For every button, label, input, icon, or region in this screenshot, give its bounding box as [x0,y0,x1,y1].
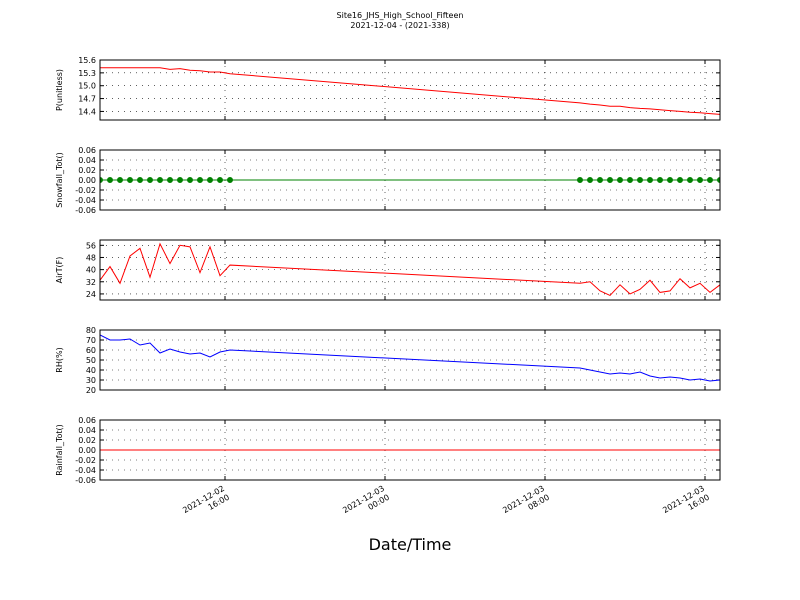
data-point [697,177,703,183]
chart-title: Site16_JHS_High_School_Fifteen [337,11,464,20]
data-point [127,177,133,183]
data-point [687,177,693,183]
y-tick-label: 15.0 [78,82,96,91]
y-axis-label: AirT(F) [55,257,64,284]
y-tick-label: 15.3 [78,69,96,78]
axes-frame [99,329,721,391]
y-tick-label: -0.04 [75,196,96,205]
y-tick-label: 14.4 [78,107,96,116]
data-point [667,177,673,183]
data-point [177,177,183,183]
y-tick-label: 48 [86,253,96,262]
data-point [117,177,123,183]
axes-frame [99,239,721,301]
data-point [677,177,683,183]
data-point [157,177,163,183]
y-axis-label: Snowfall_Tot() [55,152,64,208]
axes-frame [99,59,721,121]
y-tick-label: 60 [86,346,96,355]
data-point [617,177,623,183]
axes-frame [99,149,721,211]
y-axis-label: RH(%) [55,347,64,372]
data-point [227,177,233,183]
data-point [187,177,193,183]
data-point [587,177,593,183]
plot-area [100,242,720,297]
x-axis-label: Date/Time [369,535,452,554]
y-tick-label: 0.00 [78,176,96,185]
y-tick-label: 32 [86,278,96,287]
axes-frame [99,419,721,481]
data-point [657,177,663,183]
plot-area [100,177,720,183]
y-tick-label: 56 [86,241,96,250]
y-tick-label: 0.02 [78,166,96,175]
y-tick-label: -0.06 [75,206,96,215]
data-point [647,177,653,183]
y-tick-label: 70 [86,336,96,345]
y-tick-label: 14.7 [78,95,96,104]
data-point [637,177,643,183]
y-tick-label: -0.02 [75,456,96,465]
chart-subtitle: 2021-12-04 - (2021-338) [350,21,449,30]
data-point [100,177,103,183]
data-line [100,67,720,115]
y-tick-label: 40 [86,266,96,275]
data-point [707,177,713,183]
plot-area [100,334,720,382]
y-tick-label: 0.04 [78,426,96,435]
data-line [100,334,720,382]
data-point [607,177,613,183]
data-point [167,177,173,183]
y-tick-label: 80 [86,326,96,335]
data-point [717,177,720,183]
y-tick-label: 40 [86,366,96,375]
y-tick-label: 20 [86,386,96,395]
data-point [197,177,203,183]
data-line [100,242,720,297]
data-point [577,177,583,183]
data-point [207,177,213,183]
y-tick-label: 0.06 [78,146,96,155]
data-point [107,177,113,183]
y-tick-label: 24 [86,290,96,299]
data-point [137,177,143,183]
y-tick-label: 0.06 [78,416,96,425]
y-tick-label: 0.02 [78,436,96,445]
y-axis-label: P(unitless) [55,69,64,111]
y-tick-label: 0.04 [78,156,96,165]
y-tick-label: 15.6 [78,56,96,65]
data-point [597,177,603,183]
y-tick-label: 50 [86,356,96,365]
y-tick-label: -0.06 [75,476,96,485]
data-point [217,177,223,183]
y-tick-label: 0.00 [78,446,96,455]
plot-area [100,67,720,115]
data-point [147,177,153,183]
data-point [627,177,633,183]
y-tick-label: 30 [86,376,96,385]
y-axis-label: Rainfall_Tot() [55,424,64,476]
y-tick-label: -0.04 [75,466,96,475]
y-tick-label: -0.02 [75,186,96,195]
